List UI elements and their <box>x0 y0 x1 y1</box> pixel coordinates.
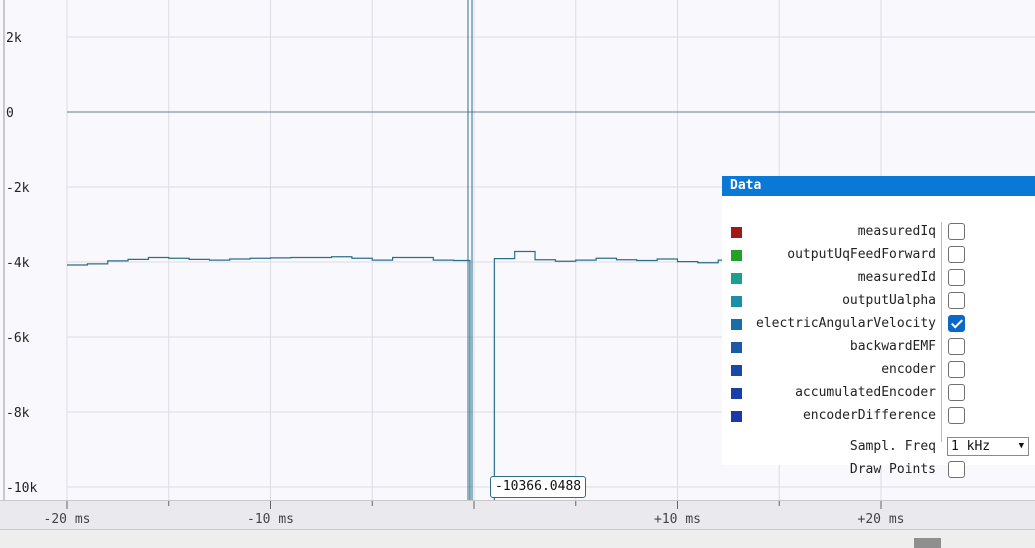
data-item-electricAngularVelocity: electricAngularVelocity <box>722 313 1035 336</box>
y-tick-label: -4k <box>6 256 30 271</box>
x-tick-label: +20 ms <box>858 512 905 527</box>
data-item-label: encoderDifference <box>802 408 936 423</box>
color-swatch <box>731 296 742 307</box>
data-item-encoder: encoder <box>722 359 1035 382</box>
data-item-label: measuredIq <box>857 224 936 239</box>
y-tick-labels: 2k 0 -2k -4k -6k -8k -10k <box>6 31 37 496</box>
color-swatch <box>731 411 742 422</box>
x-tick-label: -10 ms <box>247 512 294 527</box>
data-item-encoderDifference: encoderDifference <box>722 405 1035 428</box>
data-item-checkbox[interactable] <box>948 315 965 332</box>
y-tick-label: -10k <box>6 481 37 496</box>
data-item-measuredId: measuredId <box>722 267 1035 290</box>
data-item-label: electricAngularVelocity <box>755 316 936 331</box>
x-tick-label: +10 ms <box>654 512 701 527</box>
data-item-checkbox[interactable] <box>948 384 965 401</box>
draw-points-row: Draw Points <box>722 459 1035 482</box>
data-item-measuredIq: measuredIq <box>722 221 1035 244</box>
chevron-down-icon: ▼ <box>1018 441 1024 451</box>
column-divider <box>941 222 942 442</box>
data-panel-title: Data <box>722 176 1035 196</box>
x-tick-labels: -20 ms -10 ms +10 ms +20 ms <box>44 501 905 527</box>
sample-frequency-select[interactable]: 1 kHz ▼ <box>947 437 1029 456</box>
y-tick-label: -6k <box>6 331 30 346</box>
data-item-label: outputUalpha <box>842 293 936 308</box>
y-tick-label: -8k <box>6 406 30 421</box>
sample-frequency-row: Sampl. Freq 1 kHz ▼ <box>722 436 1035 459</box>
color-swatch <box>731 319 742 330</box>
data-item-checkbox[interactable] <box>948 361 965 378</box>
data-item-outputUqFeedForward: outputUqFeedForward <box>722 244 1035 267</box>
data-item-checkbox[interactable] <box>948 246 965 263</box>
y-tick-label: 2k <box>6 31 22 46</box>
data-item-checkbox[interactable] <box>948 223 965 240</box>
data-item-backwardEMF: backwardEMF <box>722 336 1035 359</box>
data-item-checkbox[interactable] <box>948 269 965 286</box>
color-swatch <box>731 227 742 238</box>
color-swatch <box>731 388 742 399</box>
x-axis: -20 ms -10 ms +10 ms +20 ms <box>0 500 1035 529</box>
y-tick-label: -2k <box>6 181 30 196</box>
horizontal-scrollbar[interactable] <box>0 529 1035 548</box>
data-item-label: encoder <box>881 362 936 377</box>
scrollbar-thumb[interactable] <box>914 538 941 548</box>
data-item-checkbox[interactable] <box>948 407 965 424</box>
color-swatch <box>731 250 742 261</box>
data-item-label: measuredId <box>857 270 936 285</box>
cursor-value-label: -10366.0488 <box>490 476 587 498</box>
data-item-checkbox[interactable] <box>948 292 965 309</box>
data-item-checkbox[interactable] <box>948 338 965 355</box>
data-panel: Data measuredIq outputUqFeedForward measur… <box>722 176 1035 478</box>
color-swatch <box>731 273 742 284</box>
sample-frequency-value: 1 kHz <box>951 439 991 454</box>
data-item-outputUalpha: outputUalpha <box>722 290 1035 313</box>
cursor[interactable] <box>464 0 478 508</box>
data-item-label: outputUqFeedForward <box>787 247 936 262</box>
data-item-label: backwardEMF <box>849 339 936 354</box>
color-swatch <box>731 365 742 376</box>
draw-points-label: Draw Points <box>849 462 936 477</box>
x-tick-label: -20 ms <box>44 512 91 527</box>
y-tick-label: 0 <box>6 106 14 121</box>
sample-frequency-label: Sampl. Freq <box>849 439 936 454</box>
data-panel-body: measuredIq outputUqFeedForward measuredId o… <box>722 196 1035 478</box>
color-swatch <box>731 342 742 353</box>
data-item-accumulatedEncoder: accumulatedEncoder <box>722 382 1035 405</box>
draw-points-checkbox[interactable] <box>948 461 965 478</box>
data-item-label: accumulatedEncoder <box>795 385 936 400</box>
